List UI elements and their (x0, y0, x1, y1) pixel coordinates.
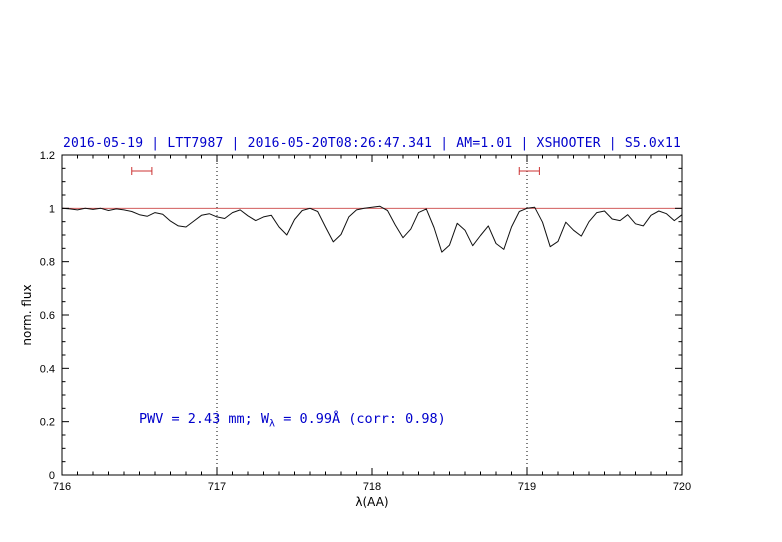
svg-text:716: 716 (53, 481, 71, 493)
svg-text:720: 720 (673, 481, 691, 493)
x-axis-label: λ(AA) (355, 495, 389, 509)
svg-text:0.2: 0.2 (40, 417, 55, 429)
svg-text:0: 0 (49, 470, 55, 482)
plot-title: 2016-05-19 | LTT7987 | 2016-05-20T08:26:… (62, 136, 682, 151)
svg-text:719: 719 (518, 481, 536, 493)
svg-text:1.2: 1.2 (40, 150, 55, 162)
svg-text:0.8: 0.8 (40, 257, 55, 269)
pwv-annotation: PWV = 2.43 mm; Wλ = 0.99Å (corr: 0.98) (139, 411, 446, 430)
svg-text:718: 718 (363, 481, 381, 493)
svg-text:717: 717 (208, 481, 226, 493)
annotation-text-1: PWV = 2.43 mm; W (139, 411, 270, 427)
svg-text:1: 1 (49, 203, 55, 215)
svg-text:0.6: 0.6 (40, 310, 55, 322)
annotation-text-2: = 0.99Å (corr: 0.98) (275, 411, 446, 427)
annotation-lambda-sub: λ (269, 418, 276, 430)
svg-text:0.4: 0.4 (40, 363, 55, 375)
